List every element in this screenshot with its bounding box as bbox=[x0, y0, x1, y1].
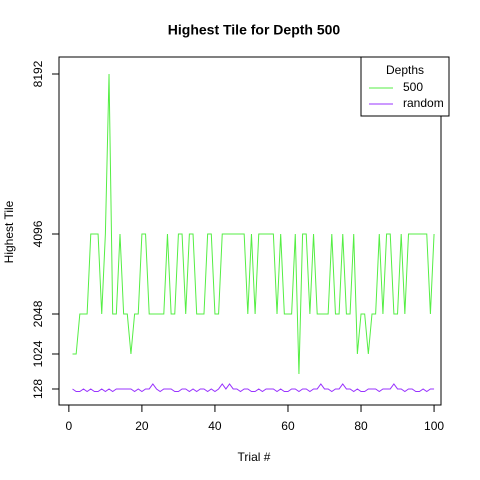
x-tick-label: 100 bbox=[424, 419, 444, 433]
y-tick-label: 2048 bbox=[31, 300, 45, 327]
series-line bbox=[72, 383, 435, 393]
legend-box bbox=[360, 56, 450, 117]
legend-label: 500 bbox=[403, 80, 423, 94]
legend-title: Depths bbox=[386, 63, 424, 77]
series-line bbox=[72, 73, 435, 375]
x-tick-label: 80 bbox=[354, 419, 368, 433]
x-tick-label: 20 bbox=[135, 419, 149, 433]
x-axis-label: Trial # bbox=[238, 450, 271, 464]
chart-title: Highest Tile for Depth 500 bbox=[168, 22, 341, 38]
y-tick-label: 1024 bbox=[31, 340, 45, 367]
x-tick-label: 60 bbox=[281, 419, 295, 433]
x-tick-label: 40 bbox=[208, 419, 222, 433]
y-tick-label: 4096 bbox=[31, 220, 45, 247]
y-axis-label: Highest Tile bbox=[2, 200, 16, 263]
y-tick-label: 128 bbox=[31, 379, 45, 399]
legend-label: random bbox=[403, 96, 444, 110]
y-tick-label: 8192 bbox=[31, 60, 45, 87]
x-tick-label: 0 bbox=[66, 419, 73, 433]
